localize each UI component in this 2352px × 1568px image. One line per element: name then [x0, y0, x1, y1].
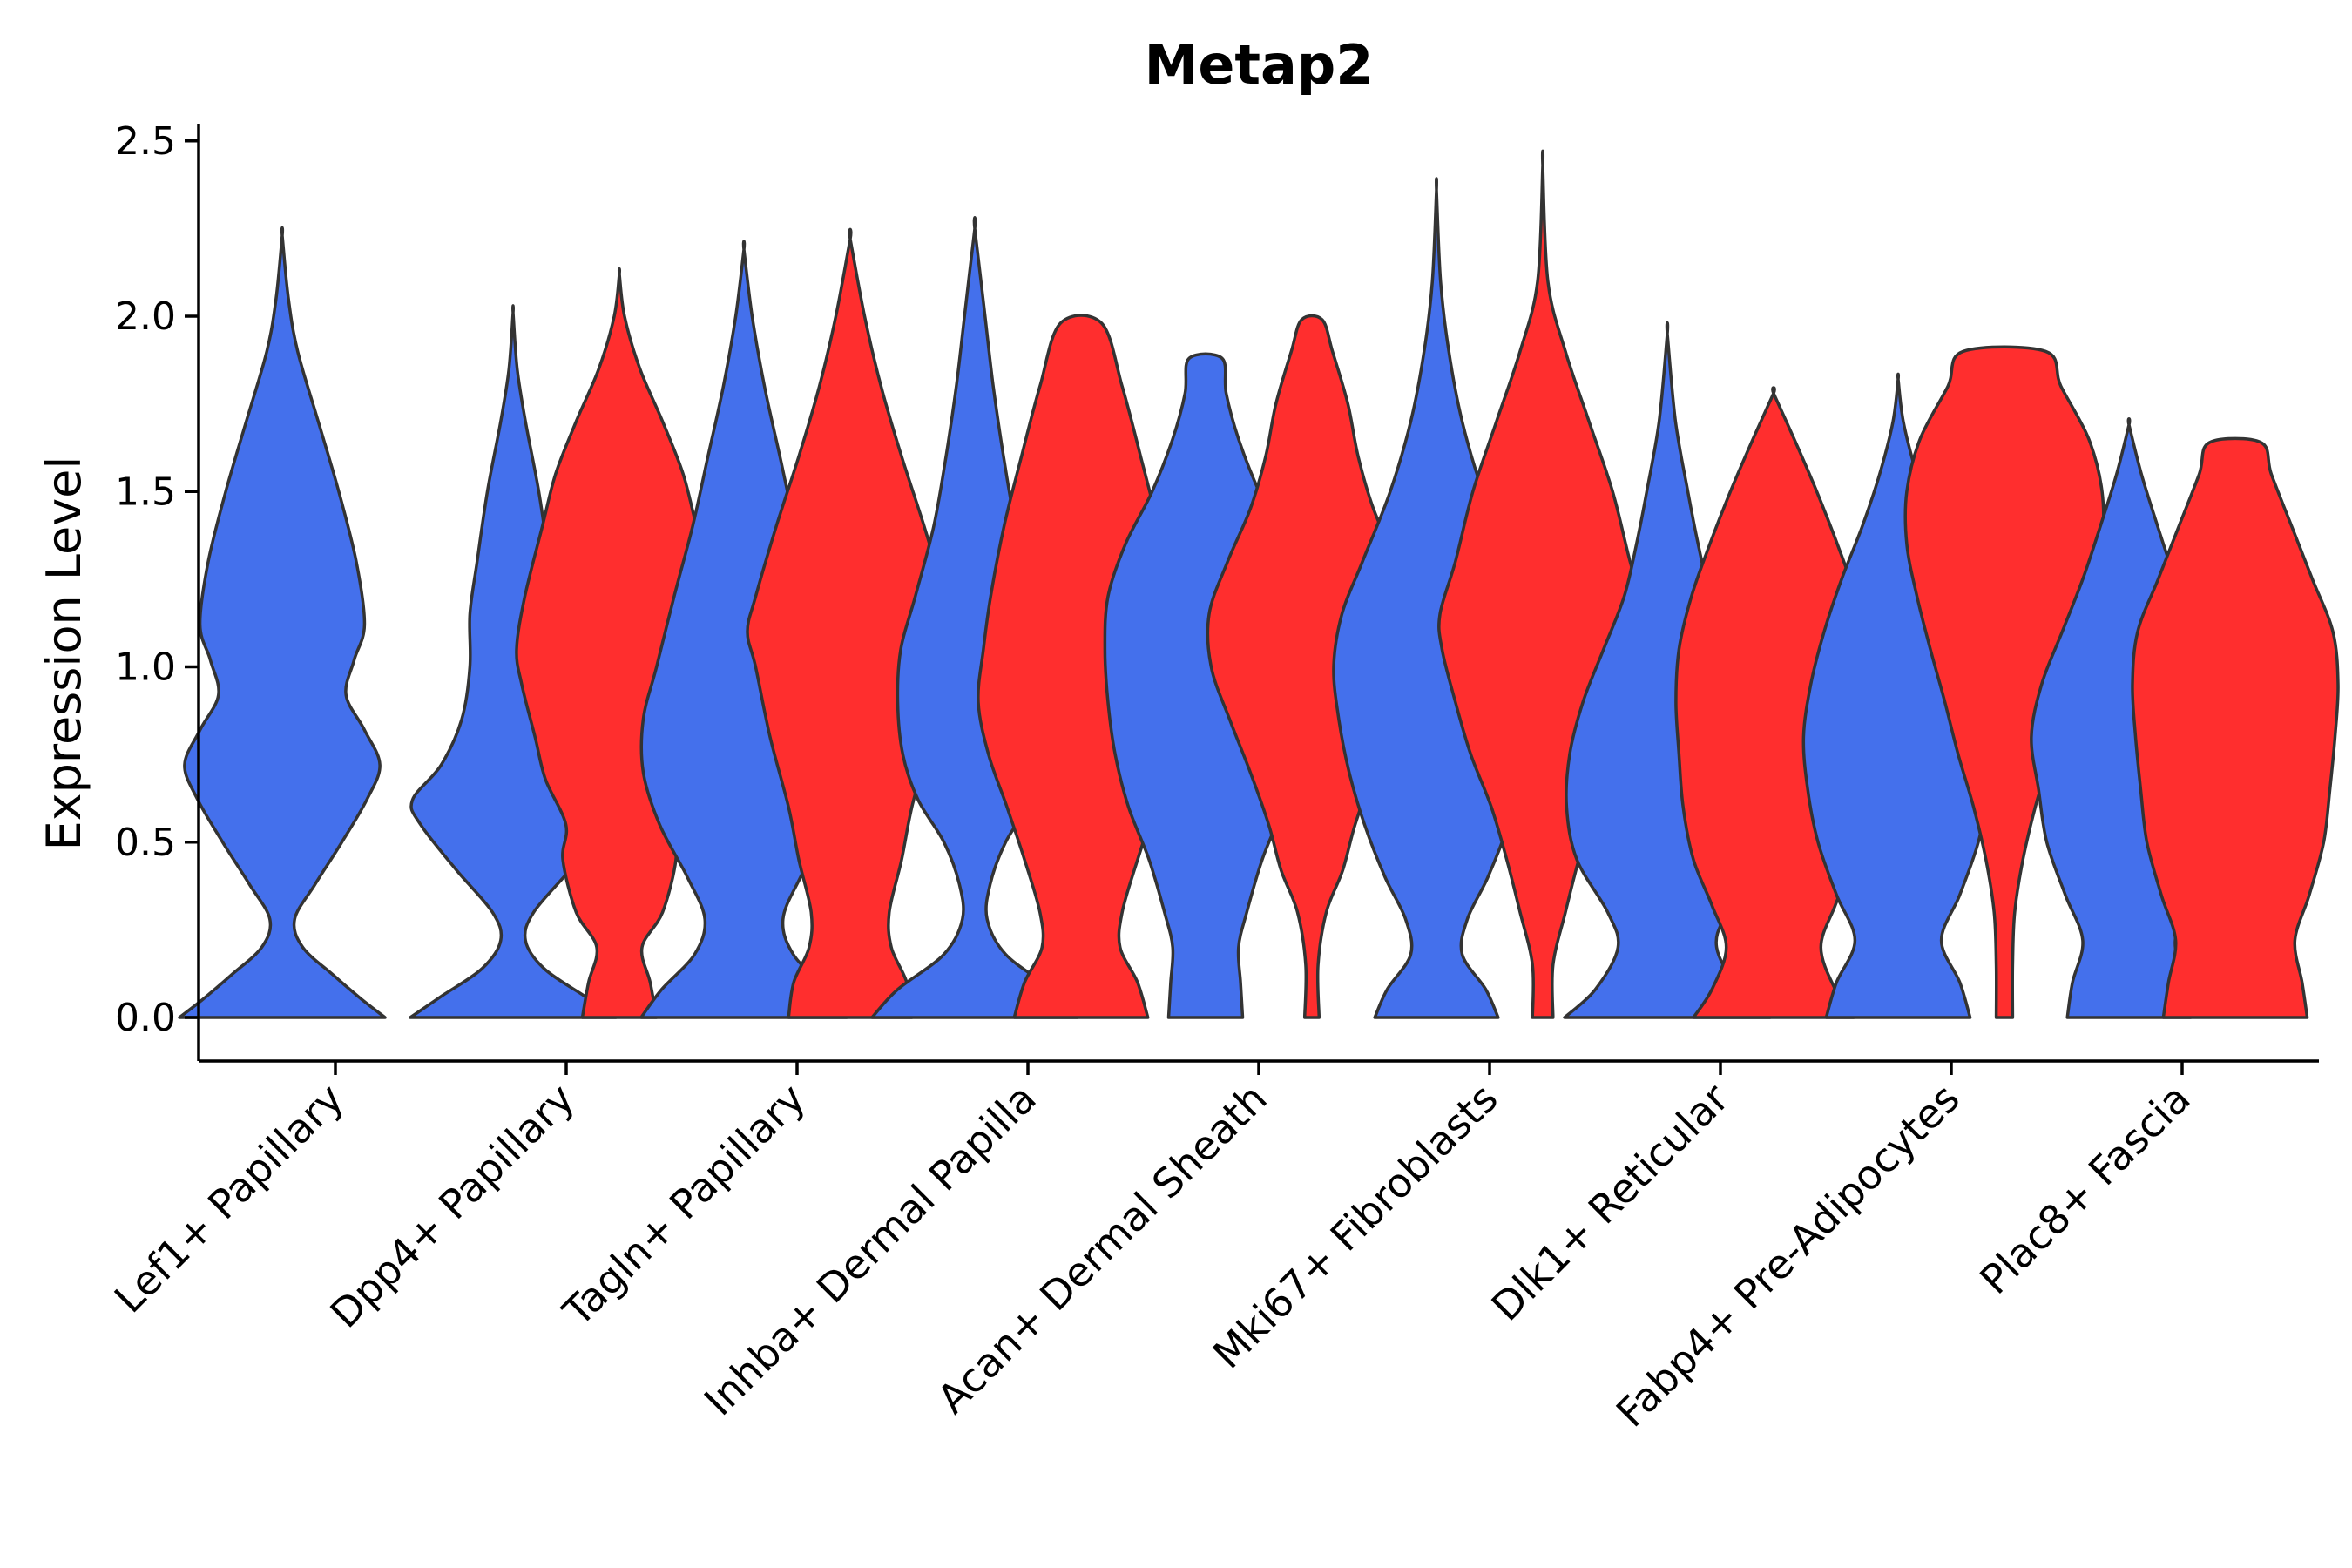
violin-blue: [178, 226, 387, 1019]
y-tick-label: 0.5: [115, 821, 176, 865]
x-tick-label: Tagln+ Papillary: [553, 1075, 814, 1336]
y-axis-label: Expression Level: [37, 456, 91, 851]
x-tick-label: Lef1+ Papillary: [105, 1075, 353, 1322]
chart-title: Metap2: [1145, 33, 1374, 97]
y-tick-label: 1.5: [115, 470, 176, 514]
y-tick-label: 1.0: [115, 645, 176, 690]
x-tick-label: Dpp4+ Papillary: [321, 1075, 584, 1337]
y-tick-label: 2.0: [115, 294, 176, 339]
x-tick-label: Plac8+ Fascia: [1970, 1075, 2199, 1303]
y-tick-label: 2.5: [115, 119, 176, 164]
axes: 0.0 0.5 1.0 1.5 2.0 2.5: [115, 119, 2319, 1075]
violin-red: [2131, 436, 2340, 1019]
violin-layer: [178, 149, 2340, 1019]
y-tick-label: 0.0: [115, 996, 176, 1040]
x-tick-label: Dlk1+ Reticular: [1483, 1075, 1738, 1330]
